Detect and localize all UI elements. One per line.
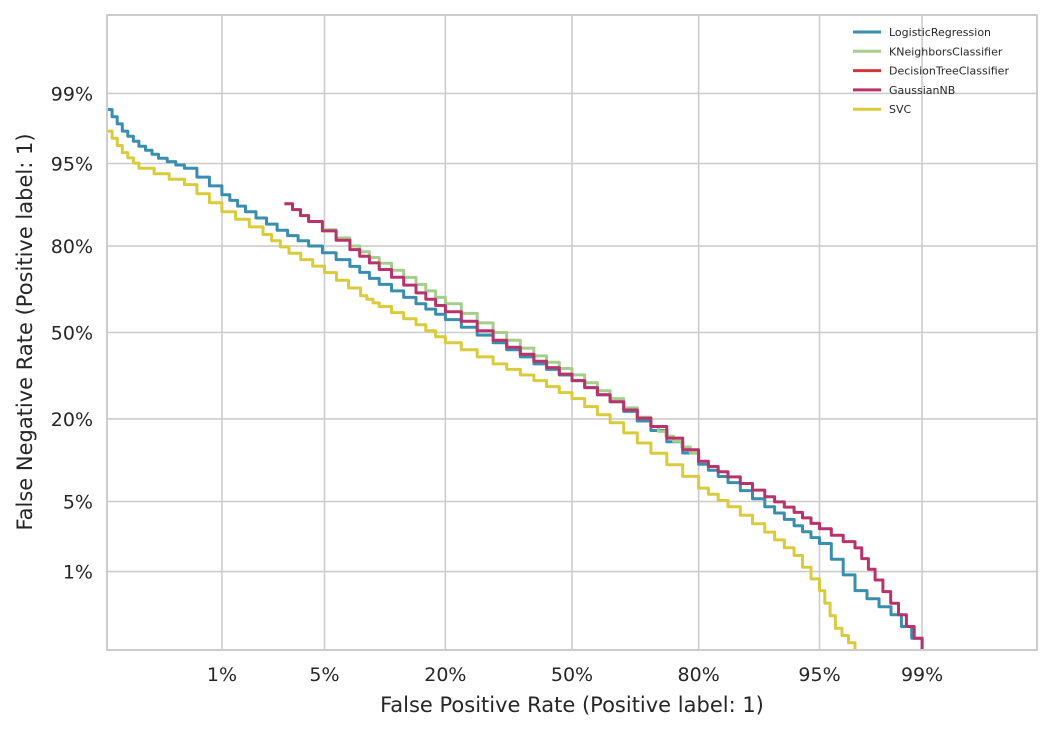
plot-frame: [106, 14, 1038, 651]
x-tick-label: 50%: [551, 664, 593, 686]
x-axis-label: False Positive Rate (Positive label: 1): [380, 693, 764, 717]
y-grid-lines: [107, 92, 1037, 573]
y-tick-label: 20%: [51, 409, 93, 431]
x-tick-label: 1%: [207, 664, 237, 686]
y-tick-label: 1%: [63, 562, 93, 584]
legend-label: KNeighborsClassifier: [889, 45, 1003, 58]
x-tick-label: 80%: [678, 664, 720, 686]
legend: LogisticRegression KNeighborsClassifier De…: [853, 26, 1009, 116]
series-lines: [107, 108, 924, 650]
y-axis-label: False Negative Rate (Positive label: 1): [13, 133, 37, 530]
series-line-svc: [107, 129, 857, 650]
legend-label: GaussianNB: [889, 84, 955, 97]
y-tick-label: 95%: [51, 154, 93, 176]
series-line-gaussiannb: [284, 202, 924, 650]
y-tick-label: 5%: [63, 491, 93, 513]
x-tick-label: 99%: [901, 664, 943, 686]
y-tick-label: 50%: [51, 323, 93, 345]
y-tick-label: 99%: [51, 83, 93, 105]
x-tick-label: 20%: [424, 664, 466, 686]
x-tick-label: 5%: [309, 664, 339, 686]
legend-label: LogisticRegression: [889, 26, 991, 39]
x-tick-labels: 1% 5% 20% 50% 80% 95% 99%: [207, 664, 943, 686]
x-tick-label: 95%: [798, 664, 840, 686]
y-tick-labels: 1% 5% 20% 50% 80% 95% 99%: [51, 83, 93, 583]
legend-label: SVC: [889, 103, 912, 116]
series-line-logisticregression: [107, 108, 924, 650]
y-tick-label: 80%: [51, 236, 93, 258]
legend-label: DecisionTreeClassifier: [889, 65, 1009, 78]
